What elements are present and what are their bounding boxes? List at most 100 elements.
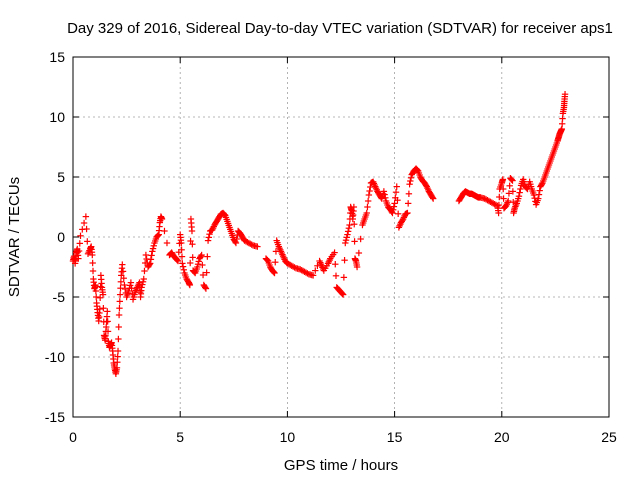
data-point — [233, 235, 240, 243]
y-tick-label: 10 — [49, 109, 65, 125]
data-point — [389, 206, 397, 213]
data-point — [332, 261, 339, 268]
data-point — [82, 213, 90, 220]
data-point — [506, 182, 513, 189]
data-point — [202, 285, 210, 292]
data-point — [341, 257, 348, 264]
data-point — [414, 167, 421, 174]
data-point — [429, 194, 436, 201]
data-point — [113, 364, 121, 371]
data-point — [115, 323, 122, 331]
data-point — [77, 232, 84, 239]
y-tick-label: -15 — [45, 409, 65, 425]
data-point — [232, 239, 240, 247]
data-point — [142, 251, 150, 259]
data-point — [178, 246, 185, 253]
data-point — [339, 290, 346, 297]
data-point — [391, 200, 398, 207]
data-point — [89, 267, 97, 275]
data-series — [69, 91, 569, 377]
axis-ticks: 0 5 10 15 20 25 -15 -10 -5 0 5 10 15 — [45, 49, 617, 445]
data-point — [199, 271, 207, 279]
x-tick-label: 20 — [494, 429, 510, 445]
data-point — [146, 260, 154, 267]
data-point — [117, 278, 125, 285]
data-point — [516, 189, 523, 196]
data-point — [119, 261, 126, 268]
data-point — [89, 259, 96, 267]
data-point — [344, 231, 351, 238]
data-point — [561, 91, 569, 98]
data-point — [188, 227, 196, 235]
x-axis-title: GPS time / hours — [284, 457, 398, 474]
data-point — [495, 209, 502, 217]
data-point — [139, 281, 146, 288]
data-point — [394, 210, 402, 217]
data-point — [199, 261, 206, 269]
data-point — [174, 257, 181, 264]
data-point — [538, 181, 546, 188]
data-point — [517, 185, 524, 193]
x-tick-label: 5 — [176, 429, 184, 445]
data-point — [389, 209, 396, 217]
data-point — [194, 263, 201, 271]
data-point — [116, 298, 124, 305]
data-point — [114, 359, 121, 366]
data-point — [331, 249, 338, 256]
data-point — [309, 272, 317, 279]
data-point — [187, 259, 194, 267]
chart-title: Day 329 of 2016, Sidereal Day-to-day VTE… — [67, 20, 613, 37]
data-point — [351, 221, 358, 228]
data-point — [80, 219, 88, 227]
data-point — [100, 305, 107, 312]
data-point — [509, 188, 517, 195]
data-point — [505, 197, 512, 205]
data-point — [140, 275, 147, 283]
data-point — [189, 254, 196, 261]
data-point — [404, 200, 412, 207]
data-point — [147, 256, 155, 263]
data-point — [178, 253, 186, 260]
data-point — [364, 197, 372, 205]
grid-lines — [73, 57, 609, 417]
data-point — [248, 241, 255, 248]
data-point — [340, 274, 348, 281]
data-point — [344, 228, 352, 235]
data-point — [509, 177, 516, 184]
data-point — [150, 242, 157, 249]
data-point — [495, 201, 503, 209]
data-point — [221, 211, 228, 218]
data-point — [138, 284, 145, 291]
data-point — [422, 182, 430, 189]
data-point — [104, 308, 111, 315]
data-point — [120, 275, 127, 282]
data-point — [75, 255, 82, 262]
data-point — [119, 268, 127, 275]
data-point — [355, 249, 363, 257]
x-tick-label: 15 — [387, 429, 403, 445]
data-point — [510, 199, 517, 206]
data-point — [394, 197, 401, 204]
data-point — [96, 294, 104, 301]
data-point — [429, 195, 437, 202]
data-point — [163, 239, 171, 247]
data-point — [399, 217, 406, 224]
x-tick-label: 0 — [69, 429, 77, 445]
data-point — [197, 253, 205, 260]
data-point — [195, 258, 202, 265]
data-point — [104, 328, 112, 335]
data-point — [272, 259, 279, 266]
data-point — [99, 291, 107, 298]
data-point — [117, 285, 124, 292]
data-point — [505, 190, 513, 197]
data-point — [203, 269, 210, 276]
data-point — [92, 281, 99, 289]
data-point — [291, 264, 298, 271]
data-point — [121, 285, 129, 293]
data-point — [128, 285, 135, 292]
data-point — [206, 231, 213, 238]
data-point — [205, 234, 212, 241]
x-tick-label: 25 — [601, 429, 617, 445]
data-point — [92, 287, 100, 295]
